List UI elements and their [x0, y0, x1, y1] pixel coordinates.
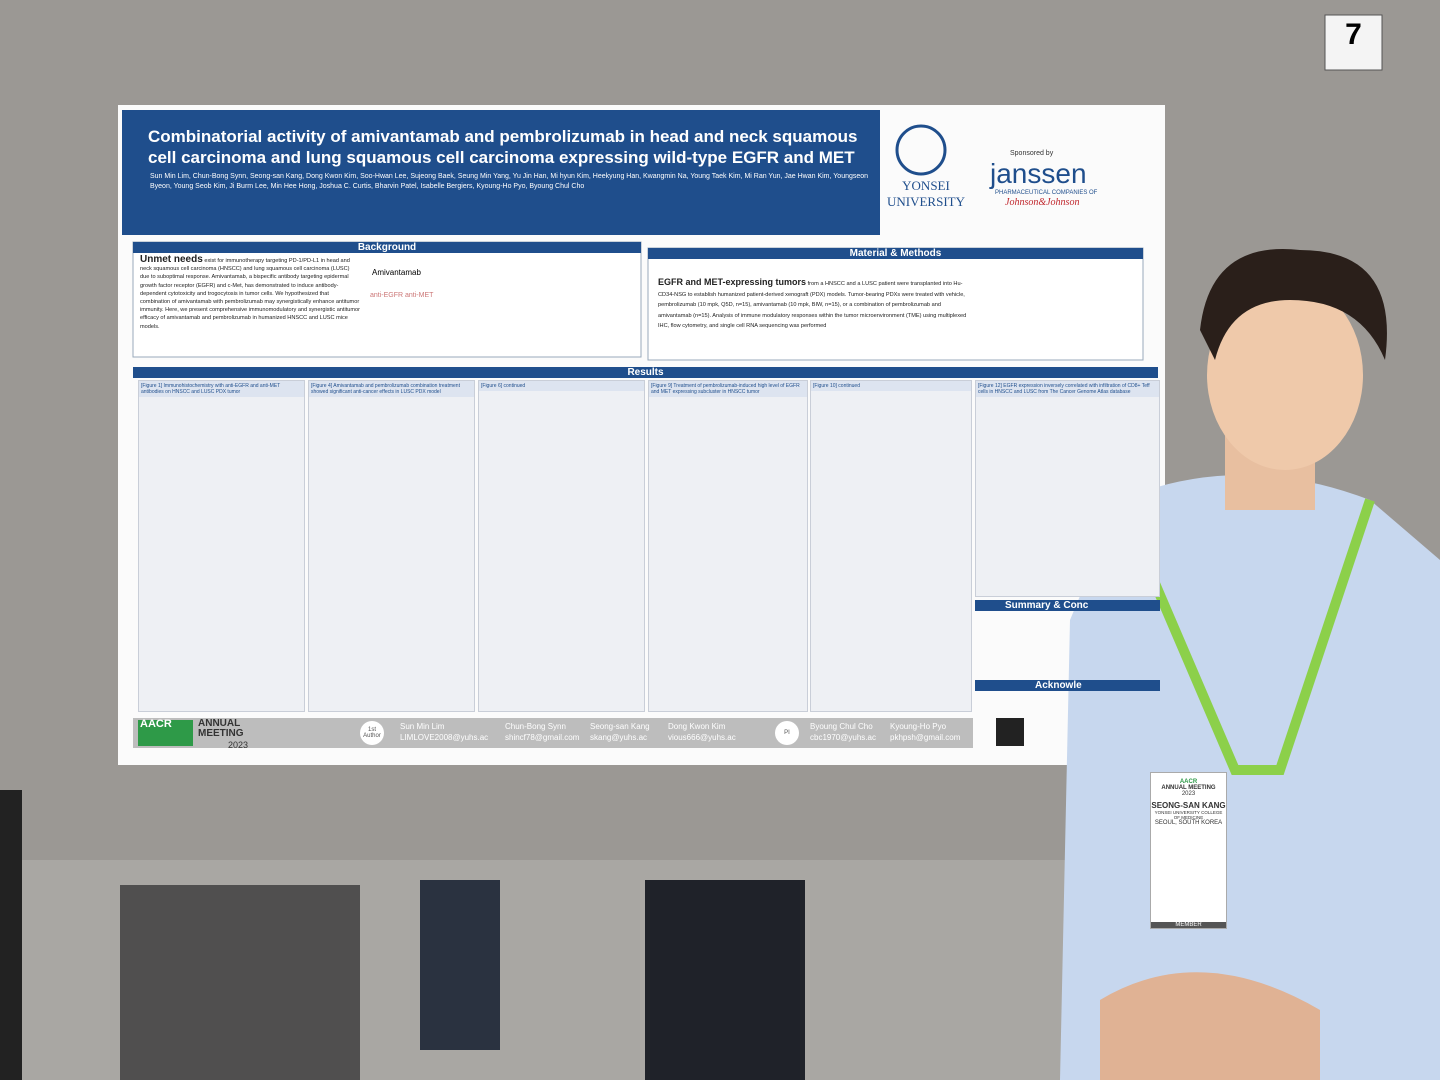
contact-email: shincf78@gmail.com: [505, 733, 580, 742]
visitor-legs: [420, 880, 500, 1050]
figure-panel: [Figure 9] Treatment of pembrolizumab-in…: [648, 380, 808, 712]
badge-location: SEOUL, SOUTH KOREA: [1154, 820, 1223, 826]
contact-email: skang@yuhs.ac: [590, 733, 648, 742]
figure-panel: [Figure 10] continued: [810, 380, 972, 712]
yonsei-seal: [895, 124, 947, 176]
body: exist for immunotherapy targeting PD-1/P…: [140, 258, 361, 330]
figure-title: [Figure 9] Treatment of pembrolizumab-in…: [649, 381, 807, 397]
footer-band: [133, 718, 973, 748]
background-text: Unmet needs exist for immunotherapy targ…: [140, 254, 361, 331]
footer-meeting: ANNUAL MEETING: [198, 718, 244, 739]
body: from a HNSCC and a LUSC patient were tra…: [658, 281, 967, 329]
section-heading: Summary & Conc: [975, 600, 1160, 611]
poster-title: Combinatorial activity of amivantamab an…: [148, 127, 858, 167]
figure-title: [Figure 12] EGFR expression inversely co…: [976, 381, 1159, 397]
figure-title: [Figure 4] Amivantamab and pembrolizumab…: [309, 381, 474, 397]
figure-title: [Figure 1] Immunohistochemistry with ant…: [139, 381, 304, 397]
section-heading: Material & Methods: [648, 248, 1143, 259]
label: anti-MET: [405, 292, 434, 299]
bag: [0, 790, 22, 1080]
section-heading: Results: [133, 367, 1158, 378]
badge-name: SEONG-SAN KANG: [1151, 801, 1226, 810]
badge-org: AACR: [1179, 779, 1198, 785]
hair: [1200, 249, 1387, 360]
contact-name: Chun-Bong Synn: [505, 722, 566, 731]
figure-panel: [Figure 1] Immunohistochemistry with ant…: [138, 380, 305, 712]
background-box: [132, 241, 642, 358]
contact-name: Dong Kwon Kim: [668, 722, 726, 731]
drug-label: Amivantamab: [372, 268, 421, 277]
contact-name: Seong-san Kang: [590, 722, 650, 731]
sponsor-label: Sponsored by: [1010, 150, 1054, 157]
board-number: 7: [1345, 18, 1362, 51]
visitor-legs: [645, 880, 805, 1080]
badge-meeting: ANNUAL MEETING: [1161, 785, 1216, 791]
contact-name: Byoung Chul Cho: [810, 722, 873, 731]
figure-panel: [Figure 6] continued: [478, 380, 645, 712]
figure-title: [Figure 6] continued: [479, 381, 644, 391]
badge-type: MEMBER: [1151, 922, 1226, 928]
lead: EGFR and MET-expressing tumors: [658, 277, 807, 287]
contact-email: pkhpsh@gmail.com: [890, 733, 961, 742]
university: YONSEI UNIVERSITY: [887, 178, 965, 209]
qr: [996, 718, 1024, 746]
hands: [1100, 972, 1320, 1080]
role-badge: 1st Author: [360, 721, 384, 745]
label: anti-EGFR: [370, 292, 404, 299]
lead: Unmet needs: [140, 254, 203, 265]
methods-box: [647, 247, 1144, 361]
number-card: [1324, 14, 1383, 71]
badge: AACR ANNUAL MEETING 2023 SEONG-SAN KANG …: [1150, 772, 1227, 929]
chair: [120, 885, 360, 1080]
contact-name: Kyoung-Ho Pyo: [890, 722, 947, 731]
contact-email: vious666@yuhs.ac: [668, 733, 736, 742]
sponsor-parent: Johnson&Johnson: [1005, 197, 1080, 208]
badge-affiliation: YONSEI UNIVERSITY COLLEGE OF MEDICINE: [1154, 810, 1223, 820]
figure-panel: [Figure 4] Amivantamab and pembrolizumab…: [308, 380, 475, 712]
contact-email: cbc1970@yuhs.ac: [810, 733, 876, 742]
section-heading: Background: [133, 242, 641, 253]
face: [1207, 280, 1363, 470]
methods-text: EGFR and MET-expressing tumors from a HN…: [658, 277, 968, 332]
lanyard: [1140, 498, 1375, 775]
sponsor-name: janssen: [990, 158, 1087, 189]
aacr-logo: [138, 720, 193, 746]
contact-email: LIMLOVE2008@yuhs.ac: [400, 733, 489, 742]
section-heading: Acknowle: [975, 680, 1160, 691]
figure-title: [Figure 10] continued: [811, 381, 971, 391]
badge-year: 2023: [1181, 791, 1196, 797]
contact-name: Sun Min Lim: [400, 722, 445, 731]
sponsor-tagline: PHARMACEUTICAL COMPANIES OF: [995, 190, 1098, 196]
footer-org: AACR: [140, 718, 172, 730]
title-band: [122, 110, 880, 235]
figure-panel: [Figure 12] EGFR expression inversely co…: [975, 380, 1160, 597]
footer-year: 2023: [228, 740, 249, 750]
authors: Sun Min Lim, Chun-Bong Synn, Seong-san K…: [150, 173, 869, 190]
role-badge: PI: [775, 721, 799, 745]
